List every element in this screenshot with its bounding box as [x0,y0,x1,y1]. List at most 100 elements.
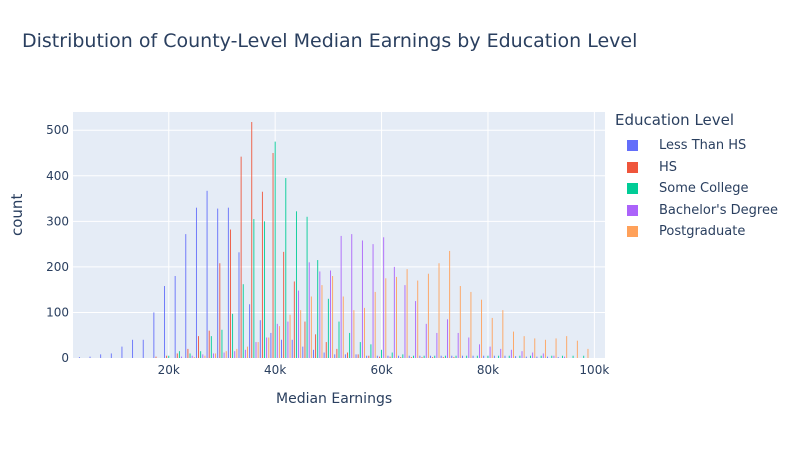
bar [255,342,257,358]
legend-item[interactable]: Some College [615,178,778,200]
bar [472,355,474,358]
bar [313,349,314,358]
bar [78,357,80,358]
bar [193,357,195,358]
bar [557,357,559,358]
bar [268,337,270,358]
legend-item[interactable]: Less Than HS [615,135,778,157]
y-axis-label: count [8,193,26,236]
bar [204,355,206,358]
bar [536,356,538,358]
bar [427,273,429,358]
bar [438,263,440,358]
bar [215,353,217,358]
bar [155,356,157,358]
bar [400,357,402,358]
bar [440,355,442,358]
bar [349,332,351,358]
bar [587,348,589,358]
bar [351,234,353,358]
bar [319,271,321,358]
bar [181,356,182,358]
legend-label: Some College [659,181,749,197]
bar [417,280,419,358]
plot-background [73,112,605,358]
bar [238,252,240,358]
bar [366,355,368,358]
bar [432,357,434,358]
bar [176,353,178,358]
bar [174,276,176,358]
bar [317,260,319,358]
bar [221,329,223,358]
bar [370,344,372,358]
bar [236,348,238,358]
x-tick-label: 60k [370,363,392,377]
x-tick-label: 20k [158,363,180,377]
bar [540,355,542,358]
bar [357,354,359,358]
bar [164,286,165,358]
legend-swatch [627,183,638,195]
bar [227,207,229,358]
bar [168,355,170,358]
bar [530,355,531,358]
bar [398,355,400,358]
y-tick-label: 500 [46,123,69,137]
bar [468,337,470,358]
bar [406,269,408,358]
bar [217,208,219,358]
bar [553,355,555,358]
legend-item[interactable]: Bachelor's Degree [615,200,778,222]
bar [359,342,361,358]
bar [208,330,210,358]
bar [555,338,557,358]
legend-label: Bachelor's Degree [659,202,778,218]
bar [342,296,344,358]
bar [298,290,300,358]
bar [361,240,363,358]
bar [378,356,380,358]
bar [525,356,527,358]
bar [300,310,302,358]
bar [389,356,391,358]
bar [566,336,568,358]
bar [315,334,317,358]
bar [289,314,291,358]
bar [461,355,463,358]
bar [444,355,446,358]
bar [274,141,276,358]
bar [276,323,278,358]
legend-item[interactable]: HS [615,157,778,179]
bar [257,342,259,358]
bar [355,354,357,358]
bar [338,321,340,358]
bar [89,356,91,358]
bar [483,355,485,358]
bar [310,296,312,358]
bar [323,352,325,358]
bar [376,355,378,358]
bar [508,355,510,358]
legend-label: HS [659,159,678,175]
bar [457,332,459,358]
bar [219,263,221,358]
legend-item[interactable]: Postgraduate [615,221,778,243]
bar [330,270,331,358]
chart-title: Distribution of County-Level Median Earn… [22,30,638,52]
bar [304,321,306,358]
bar [302,346,304,358]
legend-swatch [627,204,638,216]
bar [381,349,382,358]
bar [368,355,370,358]
bar [487,355,489,358]
bar [419,355,421,358]
bar [470,291,472,358]
bar [510,349,512,358]
bar [283,251,285,358]
bar [430,355,431,358]
bar [451,355,453,358]
x-tick-labels: 20k 40k 60k 80k 100k [158,363,610,377]
bar [534,338,536,358]
x-tick-label: 80k [477,363,499,377]
